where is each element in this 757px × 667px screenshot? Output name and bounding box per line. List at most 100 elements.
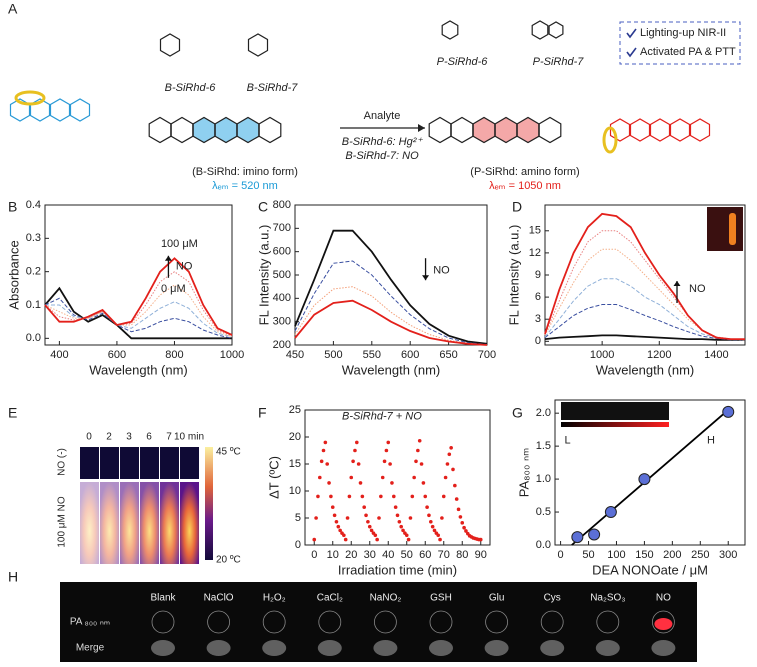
row-label: PA ₈₀₀ ₙₘ <box>70 617 110 628</box>
data-point <box>392 494 396 499</box>
data-point <box>321 448 326 453</box>
well <box>485 610 509 634</box>
y-tick-label: 0.5 <box>536 506 551 518</box>
data-point <box>318 475 322 480</box>
ring <box>629 118 651 142</box>
data-point <box>369 528 374 533</box>
row-label: NO (-) <box>57 448 68 476</box>
column-label: H₂O₂ <box>263 593 286 604</box>
plot-frame <box>304 409 491 546</box>
y-axis-label: ΔT (ºC) <box>266 456 281 499</box>
y-tick-label: 200 <box>273 339 291 351</box>
column-label: GSH <box>430 593 452 604</box>
data-point <box>347 494 352 499</box>
data-point <box>412 475 416 480</box>
data-point <box>441 494 446 499</box>
data-point <box>404 533 409 538</box>
data-point <box>454 497 459 501</box>
ring <box>69 98 91 122</box>
data-point <box>414 459 418 464</box>
annotation: NO <box>433 265 450 277</box>
series-line <box>294 286 488 346</box>
row-label: Merge <box>76 643 105 654</box>
colorbar-min: 20 ºC <box>216 555 241 566</box>
panel-label: B <box>8 199 17 215</box>
x-axis-label: Irradiation time (min) <box>338 562 457 577</box>
heat-cell <box>120 482 139 564</box>
heat-cell <box>160 447 179 479</box>
well <box>373 610 397 634</box>
data-point <box>316 494 320 499</box>
panel-label: F <box>258 405 267 421</box>
series-line <box>544 248 746 341</box>
annotation: 100 μM <box>161 238 198 250</box>
ring <box>247 33 269 57</box>
y-tick-label: 0.1 <box>26 299 41 311</box>
ring <box>258 116 282 144</box>
data-point <box>440 516 444 520</box>
data-point <box>462 525 466 530</box>
x-tick-label: 700 <box>478 349 496 361</box>
x-tick-label: 1000 <box>590 349 614 361</box>
ring <box>450 116 474 144</box>
data-point <box>451 467 455 472</box>
x-tick-label: 0 <box>311 549 317 561</box>
time-label: 6 <box>146 432 152 443</box>
data-point <box>334 519 339 524</box>
data-point <box>421 481 426 485</box>
x-tick-label: 550 <box>363 349 381 361</box>
data-point <box>343 537 348 542</box>
x-tick-label: 1400 <box>704 349 728 361</box>
data-point <box>349 475 354 480</box>
y-tick-label: 400 <box>273 292 291 304</box>
data-point <box>323 440 328 445</box>
ring <box>669 118 691 142</box>
x-tick-label: 500 <box>324 349 342 361</box>
heat-cell <box>80 447 99 479</box>
check-icons <box>626 28 637 58</box>
data-point <box>430 524 435 529</box>
series-line <box>44 257 233 336</box>
well-merge <box>262 640 287 656</box>
data-point <box>312 537 317 542</box>
ring <box>548 21 564 39</box>
heat-cell <box>180 447 199 479</box>
data-point <box>445 462 450 466</box>
annotation: B-SiRhd-7 + NO <box>342 411 422 423</box>
annotation: L <box>565 435 571 447</box>
form-label: (B-SiRhd: imino form) <box>192 166 298 178</box>
chart: 0 50 100 150 200 250 300 0.0 0.5 1.0 1.5 2.0 DEA NON… <box>516 399 746 577</box>
panel-label: H <box>8 569 18 585</box>
pa-signal <box>654 618 673 630</box>
y-axis-label: FL Intensity (a.u.) <box>256 225 271 326</box>
panel-label: C <box>258 199 268 215</box>
y-tick-label: 10 <box>289 485 301 497</box>
x-tick-label: 800 <box>165 349 183 361</box>
data-point <box>425 505 429 510</box>
x-tick-label: 80 <box>456 549 468 561</box>
y-tick-label: 0.4 <box>26 199 41 211</box>
chart: 0 10 20 30 40 50 60 70 80 90 0 5 10 15 20 25 Irradiation… <box>266 404 491 577</box>
inset-glow <box>729 213 736 245</box>
column-label: Blank <box>150 593 176 604</box>
annotation: 0 μM <box>161 283 186 295</box>
time-label: 7 <box>166 432 172 443</box>
ring-cap <box>602 126 618 154</box>
y-axis-label: PA₈₀₀ ₙₘ <box>516 448 531 497</box>
data-point <box>377 516 381 520</box>
data-point <box>366 519 370 524</box>
ring <box>236 116 260 144</box>
data-point <box>319 459 324 464</box>
series-line <box>294 299 488 346</box>
y-tick-label: 15 <box>529 225 541 237</box>
y-tick-label: 0.0 <box>536 539 551 551</box>
emission-label: λₑₘ = 520 nm <box>212 180 278 192</box>
row-label: 100 μM NO <box>57 496 68 548</box>
ring <box>649 118 671 142</box>
y-tick-label: 700 <box>273 222 291 234</box>
well-merge <box>373 640 398 656</box>
y-axis-label: Absorbance <box>6 240 21 309</box>
series-line <box>544 334 745 341</box>
data-point <box>393 505 398 510</box>
x-tick-label: 40 <box>382 549 394 561</box>
